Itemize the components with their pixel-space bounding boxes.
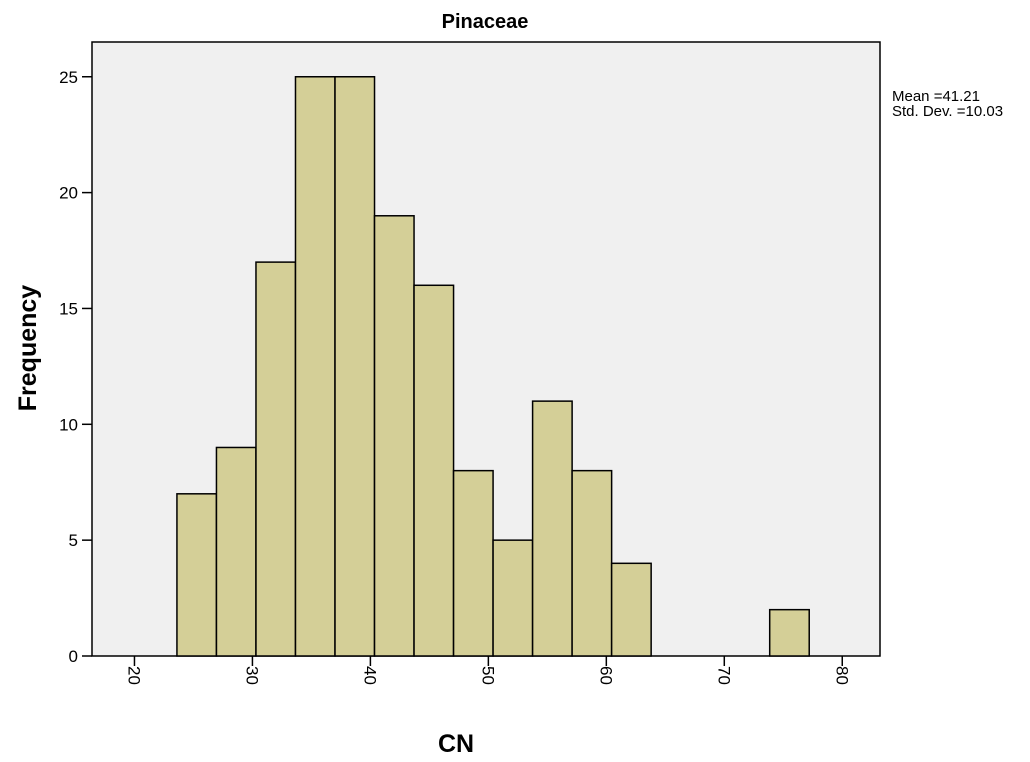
mean-label: Mean =41.21 [892, 88, 980, 105]
histogram-bar [768, 608, 810, 657]
bars-group [176, 76, 810, 657]
y-tick-label: 10 [59, 415, 78, 434]
y-tick-label: 15 [59, 299, 78, 318]
histogram-bar [452, 469, 494, 657]
histogram-bar [531, 400, 573, 657]
x-tick-label: 80 [832, 666, 851, 685]
y-tick-label: 5 [69, 531, 78, 550]
x-tick-label: 30 [242, 666, 261, 685]
y-axis: 0 5 10 15 20 25 [59, 68, 92, 666]
histogram-bar [294, 76, 336, 657]
chart-title: Pinaceae [442, 11, 529, 33]
x-axis-title: CN [438, 730, 474, 758]
y-tick-label: 0 [69, 647, 78, 666]
histogram-bar [215, 446, 257, 657]
x-axis: 20 30 40 50 60 70 80 [124, 656, 851, 685]
x-tick-label: 70 [714, 666, 733, 685]
x-tick-label: 40 [360, 666, 379, 685]
y-tick-label: 20 [59, 184, 78, 203]
x-tick-label: 50 [478, 666, 497, 685]
histogram-bar [492, 539, 534, 657]
histogram-bar [413, 284, 455, 657]
histogram-bar [610, 562, 652, 657]
x-tick-label: 20 [124, 666, 143, 685]
histogram-bar [571, 469, 613, 657]
y-tick-label: 25 [59, 68, 78, 87]
histogram-bar [255, 261, 297, 657]
histogram-bar [373, 215, 415, 657]
histogram-bar [334, 76, 376, 657]
std-dev-label: Std. Dev. =10.03 [892, 103, 1003, 120]
histogram-bar [176, 493, 218, 657]
x-tick-label: 60 [596, 666, 615, 685]
y-axis-title: Frequency [14, 285, 42, 412]
